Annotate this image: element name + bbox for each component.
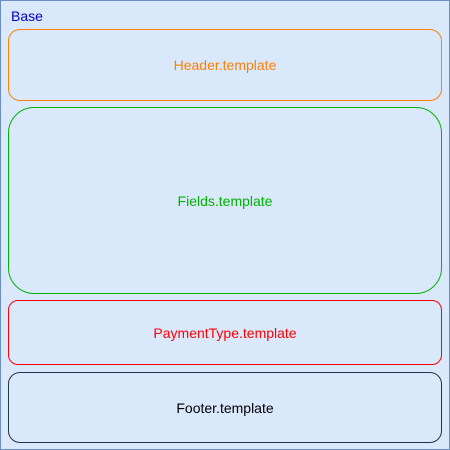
fields-template-label: Fields.template xyxy=(177,192,273,209)
base-label: Base xyxy=(11,8,43,24)
footer-template-block: Footer.template xyxy=(8,372,442,443)
payment-type-template-label: PaymentType.template xyxy=(153,324,297,341)
header-template-label: Header.template xyxy=(173,57,277,73)
fields-template-block: Fields.template xyxy=(8,107,442,294)
header-template-block: Header.template xyxy=(8,29,442,101)
payment-type-template-block: PaymentType.template xyxy=(8,300,442,365)
footer-template-label: Footer.template xyxy=(176,399,274,416)
